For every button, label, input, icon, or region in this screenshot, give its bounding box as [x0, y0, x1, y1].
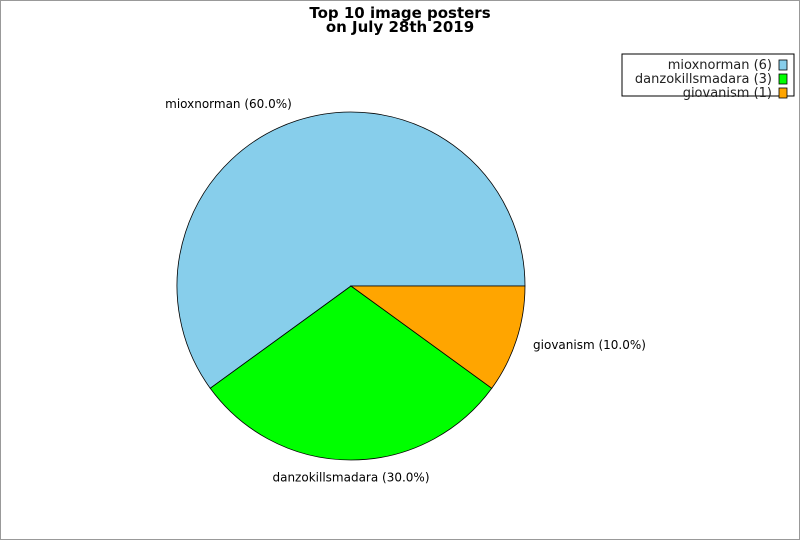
chart-title-line-2: on July 28th 2019 — [326, 18, 474, 36]
pie-slice-danzokillsmadara — [209, 285, 493, 461]
legend-swatch — [778, 87, 788, 99]
legend: mioxnorman (6)danzokillsmadara (3)giovan… — [621, 53, 795, 101]
legend-swatch — [778, 59, 788, 71]
pie-slice-giovanism — [349, 285, 526, 389]
slice-label: giovanism (10.0%) — [533, 338, 646, 352]
chart-title-line-1: Top 10 image posters — [309, 4, 490, 22]
slice-label: mioxnorman (60.0%) — [165, 97, 292, 111]
legend-label: mioxnorman (6) — [668, 58, 772, 73]
slice-label: danzokillsmadara (30.0%) — [272, 470, 429, 484]
legend-label: giovanism (1) — [683, 86, 772, 101]
pie-slice-mioxnorman — [176, 111, 526, 389]
legend-label: danzokillsmadara (3) — [635, 72, 772, 87]
legend-swatch — [778, 73, 788, 85]
